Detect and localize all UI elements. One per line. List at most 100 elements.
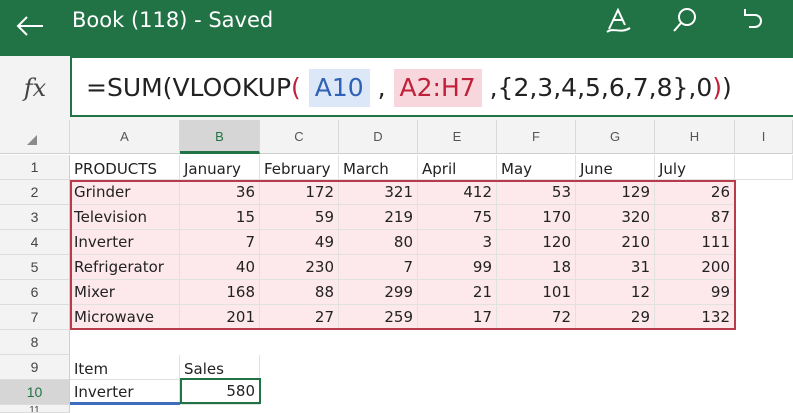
cell-b2[interactable]: 36 [180,180,260,205]
cell-g2[interactable]: 129 [576,180,655,205]
cell-c4[interactable]: 49 [260,230,339,255]
cell-b3[interactable]: 15 [180,205,260,230]
cell-e5[interactable]: 99 [418,255,497,280]
select-all-triangle-icon [27,135,37,145]
cell-b6[interactable]: 168 [180,280,260,305]
column-header-f[interactable]: F [497,120,576,154]
back-arrow-icon[interactable] [10,6,50,46]
row-header-3[interactable]: 3 [0,205,70,230]
cell-h6[interactable]: 99 [655,280,735,305]
cell-a9[interactable]: Item [70,355,180,380]
row-header-5[interactable]: 5 [0,255,70,280]
formula-rest: ,{2,3,4,5,6,7,8},0 [481,73,713,102]
cell-a4[interactable]: Inverter [70,230,180,255]
cell-e3[interactable]: 75 [418,205,497,230]
cell-g7[interactable]: 29 [576,305,655,330]
cell-g3[interactable]: 320 [576,205,655,230]
cell-h5[interactable]: 200 [655,255,735,280]
formula-ref-range: A2:H7 [393,69,482,107]
draw-pen-icon[interactable] [600,2,636,38]
cell-e6[interactable]: 21 [418,280,497,305]
column-header-b[interactable]: B [180,120,260,154]
cell-e4[interactable]: 3 [418,230,497,255]
cell-c3[interactable]: 59 [260,205,339,230]
formula-text: =SUM(VLOOKUP( A10 , A2:H7 ,{2,3,4,5,6,7,… [86,69,732,107]
cell-g1[interactable]: June [576,155,655,180]
cell-a6[interactable]: Mixer [70,280,180,305]
formula-prefix: =SUM(VLOOKUP [86,73,292,102]
cell-g6[interactable]: 12 [576,280,655,305]
row-header-11[interactable]: 11 [0,405,70,413]
cell-a1[interactable]: PRODUCTS [70,155,180,180]
cell-e2[interactable]: 412 [418,180,497,205]
cell-h4[interactable]: 111 [655,230,735,255]
workbook-title: Book (118) - Saved [72,8,274,32]
cell-b9[interactable]: Sales [180,355,260,380]
row-header-2[interactable]: 2 [0,180,70,205]
formula-input[interactable]: =SUM(VLOOKUP( A10 , A2:H7 ,{2,3,4,5,6,7,… [70,56,793,117]
cell-d5[interactable]: 7 [339,255,418,280]
row-header-9[interactable]: 9 [0,355,70,380]
cell-d3[interactable]: 219 [339,205,418,230]
fx-icon[interactable]: fx [23,74,47,102]
cell-f2[interactable]: 53 [497,180,576,205]
cell-f3[interactable]: 170 [497,205,576,230]
cell-a2[interactable]: Grinder [70,180,180,205]
select-all-corner[interactable] [0,120,70,154]
cell-f5[interactable]: 18 [497,255,576,280]
cell-a7[interactable]: Microwave [70,305,180,330]
formula-open-paren: ( [291,73,301,102]
cell-c5[interactable]: 230 [260,255,339,280]
row-header-4[interactable]: 4 [0,230,70,255]
cell-f6[interactable]: 101 [497,280,576,305]
column-header-c[interactable]: C [260,120,339,154]
row-header-1[interactable]: 1 [0,155,70,180]
column-header-a[interactable]: A [70,120,180,154]
formula-close-paren-red: ) [712,73,723,102]
row-header-8[interactable]: 8 [0,330,70,355]
cell-g5[interactable]: 31 [576,255,655,280]
cell-d6[interactable]: 299 [339,280,418,305]
title-bar: Book (118) - Saved [0,0,793,56]
cell-d4[interactable]: 80 [339,230,418,255]
cell-d7[interactable]: 259 [339,305,418,330]
cell-b10[interactable]: 580 [180,380,260,405]
formula-close-paren: ) [722,73,732,102]
search-icon[interactable] [667,2,703,38]
cell-b4[interactable]: 7 [180,230,260,255]
cell-h1[interactable]: July [655,155,735,180]
column-header-e[interactable]: E [418,120,497,154]
column-header-d[interactable]: D [339,120,418,154]
column-header-h[interactable]: H [655,120,735,154]
formula-bar: fx =SUM(VLOOKUP( A10 , A2:H7 ,{2,3,4,5,6… [0,56,793,120]
cell-d1[interactable]: March [339,155,418,180]
cell-c7[interactable]: 27 [260,305,339,330]
cell-h2[interactable]: 26 [655,180,735,205]
cell-e1[interactable]: April [418,155,497,180]
cell-c2[interactable]: 172 [260,180,339,205]
cell-a3[interactable]: Television [70,205,180,230]
cell-c6[interactable]: 88 [260,280,339,305]
column-header-g[interactable]: G [576,120,655,154]
cell-b5[interactable]: 40 [180,255,260,280]
row-header-6[interactable]: 6 [0,280,70,305]
undo-icon[interactable] [733,2,769,38]
row-header-10[interactable]: 10 [0,380,70,405]
cell-b7[interactable]: 201 [180,305,260,330]
cell-f1[interactable]: May [497,155,576,180]
column-header-i[interactable]: I [735,120,793,154]
cell-b1[interactable]: January [180,155,260,180]
cell-a5[interactable]: Refrigerator [70,255,180,280]
cell-c1[interactable]: February [260,155,339,180]
cell-a10[interactable]: Inverter [70,380,180,405]
row-header-7[interactable]: 7 [0,305,70,330]
cell-i1[interactable] [735,155,793,180]
cell-g4[interactable]: 210 [576,230,655,255]
cell-f4[interactable]: 120 [497,230,576,255]
cell-f7[interactable]: 72 [497,305,576,330]
cell-d2[interactable]: 321 [339,180,418,205]
cell-h7[interactable]: 132 [655,305,735,330]
cell-e7[interactable]: 17 [418,305,497,330]
cell-h3[interactable]: 87 [655,205,735,230]
formula-ref-a10: A10 [308,69,370,107]
